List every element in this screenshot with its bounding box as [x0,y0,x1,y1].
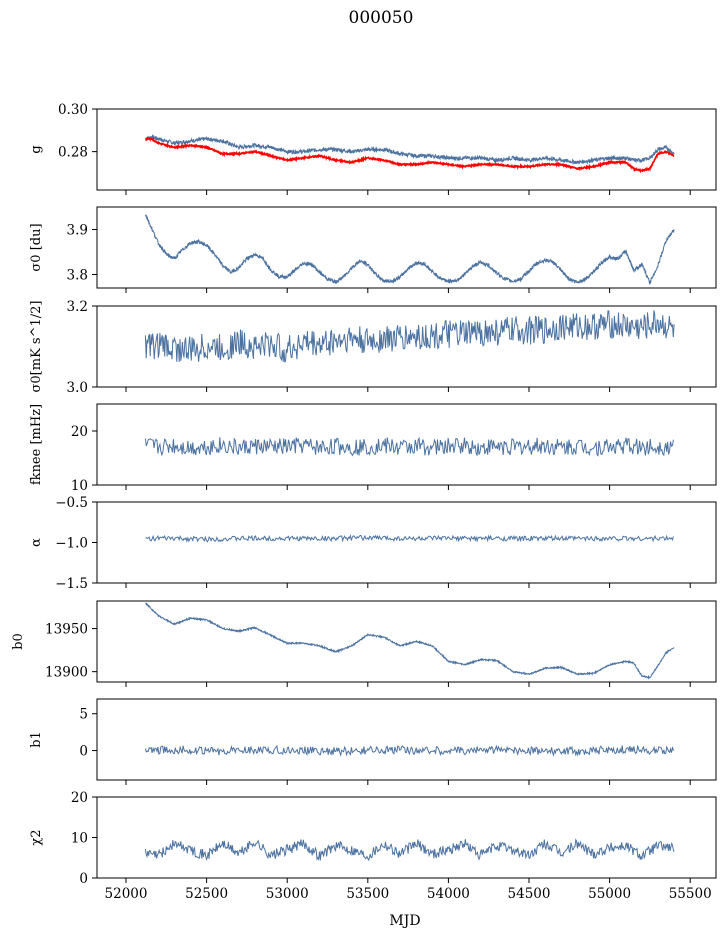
y-tick-label: 10 [71,478,88,494]
subplot-2: 3.8 3.9 σ0 [du] [29,206,717,293]
y-tick-label: 13900 [45,665,88,681]
y-tick-label: −0.5 [55,495,88,511]
subplots: 0.28 0.30 g 3.8 3.9 σ0 [du] 3.0 3.2 σ0[mK s^1/2]… [11,102,717,902]
series-line-1 [145,534,674,543]
x-tick-label: 55000 [588,886,631,902]
axes-frame [96,403,717,486]
y-tick-label: 0.28 [58,145,88,161]
series-line-1 [144,310,675,363]
subplot-3: 3.0 3.2 σ0[mK s^1/2] [29,299,717,396]
y-tick-label: −1.5 [55,576,88,592]
y-tick-label: 20 [71,790,88,806]
axes-frame [96,600,717,683]
x-tick-label: 53000 [266,886,309,902]
y-tick-label: −1.0 [55,536,88,552]
subplot-7: 0 5 b1 [29,698,717,785]
y-tick-label: 20 [71,424,88,440]
y-tick-label: 0.30 [58,102,88,118]
y-tick-label: 13950 [45,622,88,638]
axes-frame [96,698,717,781]
y-axis-label: b0 [11,633,26,650]
x-tick-label: 53500 [346,886,389,902]
series-line-1 [144,214,675,285]
subplot-4: 10 20 fknee [mHz] [29,403,717,494]
series-line-1 [144,744,674,757]
y-axis-label: b1 [29,731,44,748]
y-tick-label: 5 [79,707,88,723]
subplot-5: −1.5 −1.0 −0.5 α [29,495,717,592]
figure-title: 000050 [349,8,414,28]
axes-frame [96,501,717,584]
x-tick-label: 52500 [185,886,228,902]
subplot-1: 0.28 0.30 g [29,102,717,195]
x-axis-label: MJD [389,913,420,929]
axes-frame [96,305,717,388]
y-tick-label: 3.0 [67,380,88,396]
axes-frame [96,108,717,191]
series-line-1 [144,602,675,680]
subplot-8: 0 10 20 χ2 52000 52500 53000 53500 54000 54500 550… [29,790,717,902]
y-tick-label: 3.2 [67,299,88,315]
y-axis-label: σ0[mK s^1/2] [29,301,44,393]
y-tick-label: 3.8 [67,268,88,284]
y-tick-label: 0 [79,871,88,887]
x-tick-label: 55500 [669,886,712,902]
series-line-1 [144,838,675,862]
axes-frame [96,796,717,879]
y-axis-label: fknee [mHz] [29,404,44,485]
y-axis-label: α [29,538,44,547]
y-axis-label: χ2 [29,829,44,845]
series-line-1 [144,134,675,165]
subplot-6: 13900 13950 b0 [11,600,717,687]
series-line-2 [145,136,675,174]
y-axis-label: σ0 [du] [29,223,44,271]
x-tick-label: 54000 [427,886,470,902]
series-line-1 [144,436,674,457]
y-tick-label: 10 [71,831,88,847]
y-axis-label: g [29,145,44,153]
x-tick-label: 52000 [105,886,148,902]
axes-frame [96,206,717,289]
y-tick-label: 0 [79,744,88,760]
y-tick-label: 3.9 [67,223,88,239]
x-tick-label: 54500 [508,886,551,902]
